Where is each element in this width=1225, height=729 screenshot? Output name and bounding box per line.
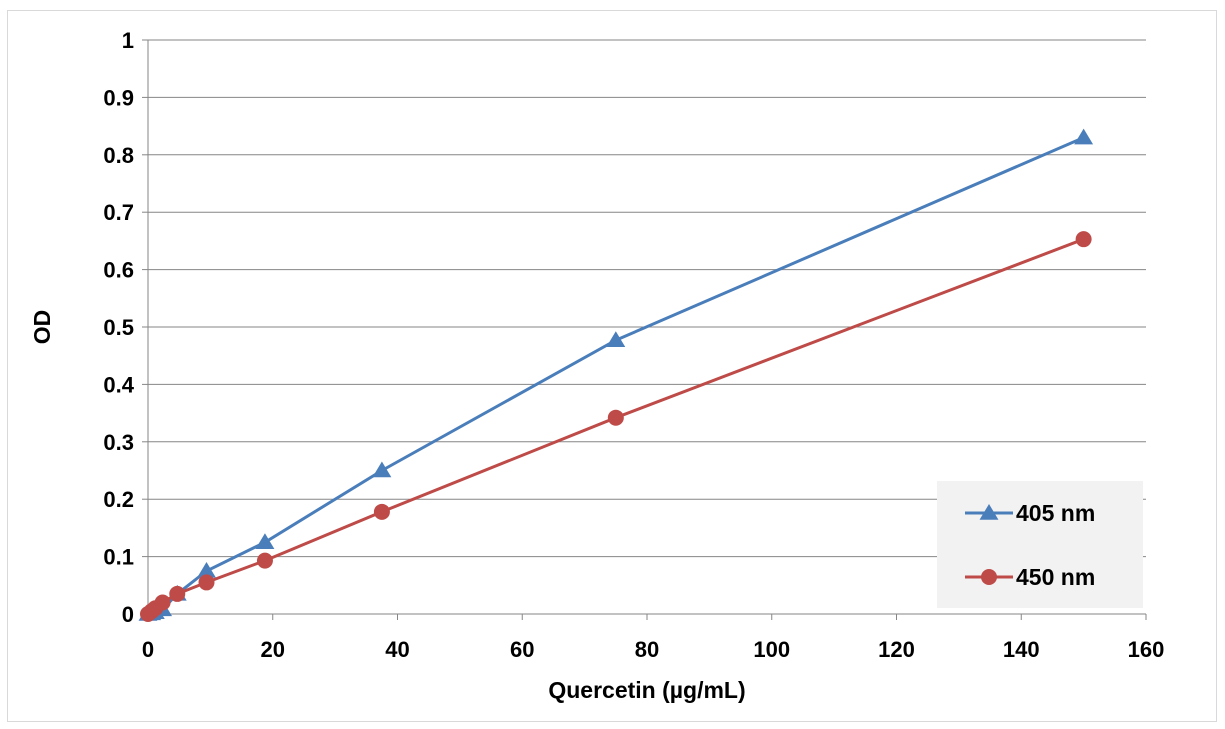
x-tick-label: 60 bbox=[510, 637, 534, 662]
y-tick-label: 1 bbox=[122, 28, 134, 53]
x-tick-label: 100 bbox=[753, 637, 790, 662]
x-tick-label: 20 bbox=[261, 637, 285, 662]
data-point-circle bbox=[169, 585, 186, 602]
data-point-circle bbox=[198, 574, 215, 591]
legend-marker-circle bbox=[981, 569, 997, 585]
data-point-triangle bbox=[255, 533, 275, 549]
y-tick-label: 0.9 bbox=[103, 85, 134, 110]
y-tick-labels: 0 0.1 0.2 0.3 0.4 0.5 0.6 0.7 0.8 0.9 1 bbox=[103, 28, 134, 627]
y-tick-label: 0.5 bbox=[103, 315, 134, 340]
y-tick-label: 0.6 bbox=[103, 258, 134, 283]
data-point-triangle bbox=[606, 331, 626, 347]
y-tick-label: 0.2 bbox=[103, 487, 134, 512]
y-tick-label: 0.4 bbox=[103, 372, 134, 397]
data-point-triangle bbox=[372, 461, 392, 478]
data-point-circle bbox=[607, 409, 624, 426]
x-tick-label: 160 bbox=[1128, 637, 1165, 662]
y-tick-label: 0.3 bbox=[103, 430, 134, 455]
x-tick-label: 120 bbox=[878, 637, 915, 662]
x-tick-label: 0 bbox=[142, 637, 154, 662]
data-point-circle bbox=[373, 503, 390, 520]
y-tick-label: 0.1 bbox=[103, 545, 134, 570]
y-axis-title: OD bbox=[29, 310, 55, 345]
data-point-triangle bbox=[197, 561, 216, 578]
data-point-triangle bbox=[1074, 128, 1094, 145]
y-tick-label: 0.8 bbox=[103, 143, 134, 168]
data-point-circle bbox=[154, 594, 171, 611]
y-tick-label: 0.7 bbox=[103, 200, 134, 225]
x-axis-title: Quercetin (µg/mL) bbox=[548, 677, 745, 703]
x-tick-label: 40 bbox=[385, 637, 409, 662]
data-point-circle bbox=[1075, 231, 1092, 248]
y-tick-label: 0 bbox=[122, 602, 134, 627]
x-tick-labels: 0 20 40 60 80 100 120 140 160 bbox=[142, 637, 1164, 662]
x-tick-label: 80 bbox=[635, 637, 659, 662]
legend-label-450: 450 nm bbox=[1016, 564, 1095, 590]
legend-marker-triangle bbox=[979, 504, 999, 520]
axes bbox=[147, 40, 1147, 620]
legend-label-405: 405 nm bbox=[1016, 500, 1095, 526]
series-layer bbox=[138, 128, 1094, 622]
x-tick-label: 140 bbox=[1003, 637, 1040, 662]
data-point-circle bbox=[256, 552, 273, 569]
legend: 405 nm 450 nm bbox=[937, 481, 1143, 608]
legend-background bbox=[937, 481, 1143, 608]
